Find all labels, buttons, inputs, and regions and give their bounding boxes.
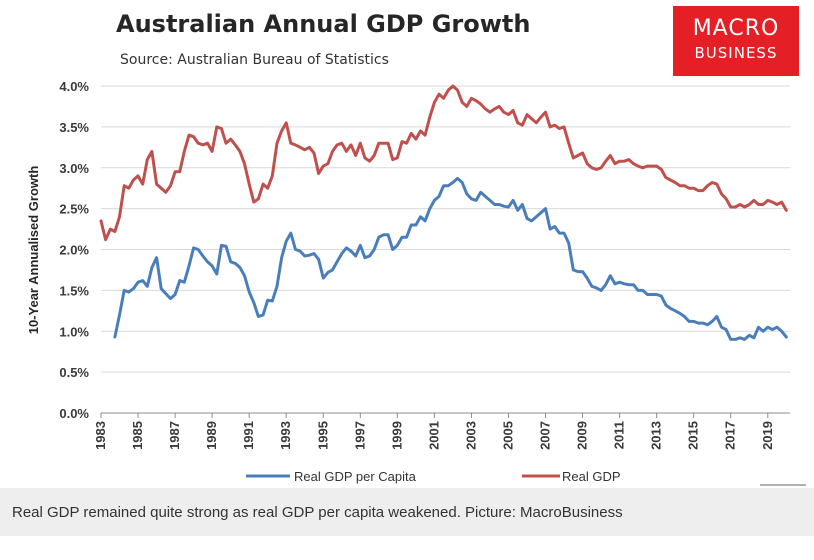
y-tick-label: 0.0% [59, 406, 89, 421]
x-tick-label: 2007 [538, 421, 553, 450]
y-tick-label: 1.5% [59, 283, 89, 298]
x-tick-label: 2011 [612, 421, 627, 449]
image-caption: Real GDP remained quite strong as real G… [0, 488, 814, 536]
legend-label-0: Real GDP per Capita [294, 469, 417, 484]
y-tick-label: 0.5% [59, 365, 89, 380]
y-tick-label: 3.5% [59, 120, 89, 135]
x-tick-label: 1989 [204, 421, 219, 450]
x-tick-label: 2015 [686, 421, 701, 450]
caption-text: Real GDP remained quite strong as real G… [12, 504, 623, 521]
x-tick-label: 1995 [315, 421, 330, 450]
logo-line-1: MACRO [692, 16, 780, 41]
line-chart: 0.0% 0.5% 1.0% 1.5% 2.0% 2.5% 3.0% 3.5% 4.0% 1983… [26, 79, 790, 484]
y-tick-label: 1.0% [59, 324, 89, 339]
x-tick-label: 2019 [760, 421, 775, 450]
series-line-0 [113, 176, 788, 341]
macrobusiness-logo: MACRO BUSINESS [673, 6, 799, 76]
x-tick-label: 2009 [575, 421, 590, 450]
x-tick-label: 1993 [278, 421, 293, 450]
y-tick-label: 2.0% [59, 243, 89, 258]
chart-figure: Australian Annual GDP Growth Source: Aus… [26, 6, 806, 486]
x-tick-label: 1999 [389, 421, 404, 450]
x-tick-label: 1997 [352, 421, 367, 450]
legend-label-1: Real GDP [562, 469, 621, 484]
x-tick-label: 2013 [649, 421, 664, 450]
chart-subtitle: Source: Australian Bureau of Statistics [120, 52, 389, 68]
chart-title: Australian Annual GDP Growth [116, 10, 531, 38]
x-tick-label: 1983 [93, 421, 108, 450]
divider [760, 484, 806, 486]
y-tick-label: 4.0% [59, 79, 89, 94]
x-tick-label: 1985 [130, 421, 145, 450]
x-tick-label: 2003 [463, 421, 478, 450]
y-tick-label: 3.0% [59, 161, 89, 176]
x-tick-label: 2005 [500, 421, 515, 450]
x-tick-label: 2017 [723, 421, 738, 450]
y-axis-label: 10-Year Annualised Growth [26, 166, 41, 335]
y-tick-label: 2.5% [59, 202, 89, 217]
x-tick-label: 2001 [426, 421, 441, 450]
x-tick-label: 1991 [241, 421, 256, 450]
series-line-1 [99, 84, 788, 242]
logo-line-2: BUSINESS [694, 44, 778, 62]
x-tick-label: 1987 [167, 421, 182, 450]
